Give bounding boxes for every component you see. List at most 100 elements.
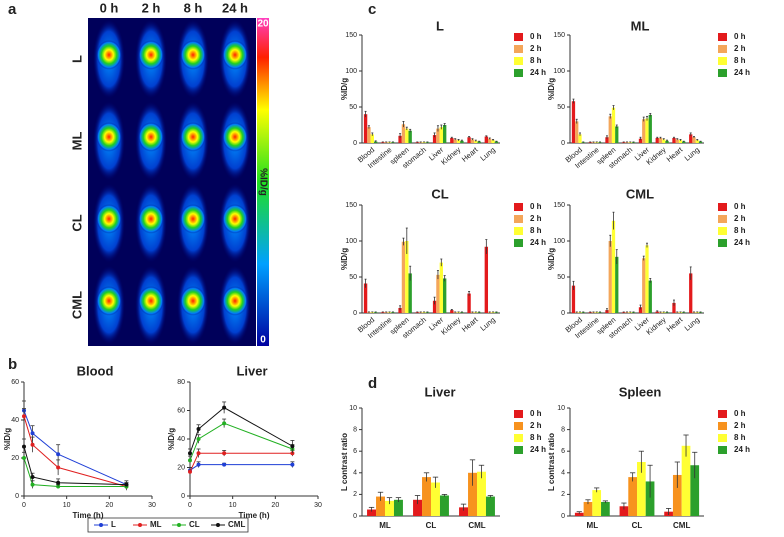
bar — [615, 126, 619, 143]
scan-hotspot — [96, 40, 122, 70]
y-tick-label: 40 — [177, 436, 185, 443]
legend-label: 8 h — [530, 226, 542, 235]
bar — [608, 116, 612, 143]
bar — [681, 445, 691, 516]
scan-hotspot — [96, 122, 122, 152]
y-axis-label: %ID/g — [340, 78, 349, 100]
x-axis-label: Time (h) — [73, 511, 104, 520]
y-axis-label: %ID/g — [340, 248, 349, 270]
legend-label: 24 h — [734, 68, 750, 77]
bar — [484, 136, 489, 143]
bar — [422, 477, 431, 516]
bar — [605, 137, 609, 143]
scan-hotspot — [222, 122, 248, 152]
bar — [439, 495, 449, 516]
x-tick-label: 0 — [22, 502, 26, 509]
data-point — [222, 451, 227, 456]
legend-label: 24 h — [530, 238, 546, 247]
y-tick-label: 100 — [553, 238, 565, 245]
data-point — [30, 442, 35, 447]
y-tick-label: 100 — [553, 68, 565, 75]
bar — [645, 118, 649, 143]
bar — [611, 220, 616, 313]
y-tick-label: 20 — [11, 455, 19, 462]
panel-label: c — [368, 1, 376, 18]
data-point — [124, 482, 129, 487]
legend-label: 2 h — [530, 214, 542, 223]
legend-label: 24 h — [734, 445, 750, 454]
x-tick-label: 0 — [188, 502, 192, 509]
bar — [678, 140, 683, 143]
bar — [601, 501, 610, 516]
x-tick-label: Heart — [460, 315, 481, 334]
column-label: 8 h — [184, 0, 203, 15]
x-tick-label: 20 — [105, 502, 113, 509]
bar — [436, 128, 440, 143]
data-point — [30, 475, 35, 479]
data-point — [30, 482, 35, 487]
legend-swatch — [514, 215, 523, 223]
x-tick-label: Lung — [478, 145, 497, 163]
bar — [405, 128, 409, 143]
bar — [642, 119, 646, 143]
bar — [638, 138, 643, 143]
y-tick-label: 50 — [557, 274, 565, 281]
bar — [672, 137, 676, 143]
legend-swatch — [718, 57, 727, 65]
scan-hotspot — [96, 286, 122, 316]
bar — [672, 302, 676, 313]
bar — [467, 293, 471, 313]
bar — [658, 137, 663, 143]
y-axis-label: L contrast ratio — [340, 433, 349, 491]
bar — [436, 274, 440, 313]
x-tick-label: CML — [468, 521, 485, 530]
bar — [583, 501, 593, 516]
chart-title: Liver — [424, 384, 455, 399]
x-tick-label: CL — [632, 521, 643, 530]
bar — [439, 127, 443, 143]
legend-label: CML — [228, 520, 245, 529]
series-line — [23, 446, 127, 486]
legend-label: 8 h — [734, 226, 746, 235]
bar — [432, 300, 437, 313]
bar — [442, 278, 447, 313]
legend-swatch — [514, 45, 523, 53]
x-tick-label: CML — [673, 521, 690, 530]
scan-hotspot — [180, 122, 206, 152]
y-tick-label: 0 — [561, 310, 565, 317]
bar — [450, 137, 454, 143]
chart-title: Spleen — [619, 384, 662, 399]
x-tick-label: 10 — [229, 502, 237, 509]
bar — [637, 462, 646, 516]
y-tick-label: 4 — [561, 470, 565, 477]
data-point — [188, 458, 192, 463]
y-tick-label: 50 — [349, 104, 357, 111]
legend-label: 0 h — [734, 409, 746, 418]
legend-swatch — [514, 410, 523, 418]
legend-swatch — [718, 410, 727, 418]
y-tick-label: 10 — [349, 405, 357, 412]
y-axis-label: L contrast ratio — [547, 433, 556, 491]
bar — [575, 121, 579, 143]
chart-title: CL — [431, 186, 448, 201]
legend-swatch — [514, 434, 523, 442]
bar — [453, 139, 457, 143]
x-tick-label: 10 — [63, 502, 71, 509]
data-point — [22, 456, 26, 460]
panel-label: d — [368, 375, 377, 392]
bar — [477, 471, 486, 516]
bar — [376, 496, 385, 516]
y-tick-label: 150 — [553, 32, 565, 39]
panel-label: b — [8, 356, 17, 373]
bar — [367, 509, 377, 516]
x-tick-label: Heart — [460, 145, 481, 164]
series-line — [189, 422, 293, 461]
data-point — [196, 427, 201, 432]
x-tick-label: ML — [587, 521, 599, 530]
y-tick-label: 100 — [345, 238, 357, 245]
chart-title: Liver — [236, 363, 267, 378]
legend-swatch — [514, 422, 523, 430]
scan-hotspot — [138, 122, 164, 152]
y-tick-label: 0 — [181, 493, 185, 500]
data-point — [188, 469, 192, 474]
